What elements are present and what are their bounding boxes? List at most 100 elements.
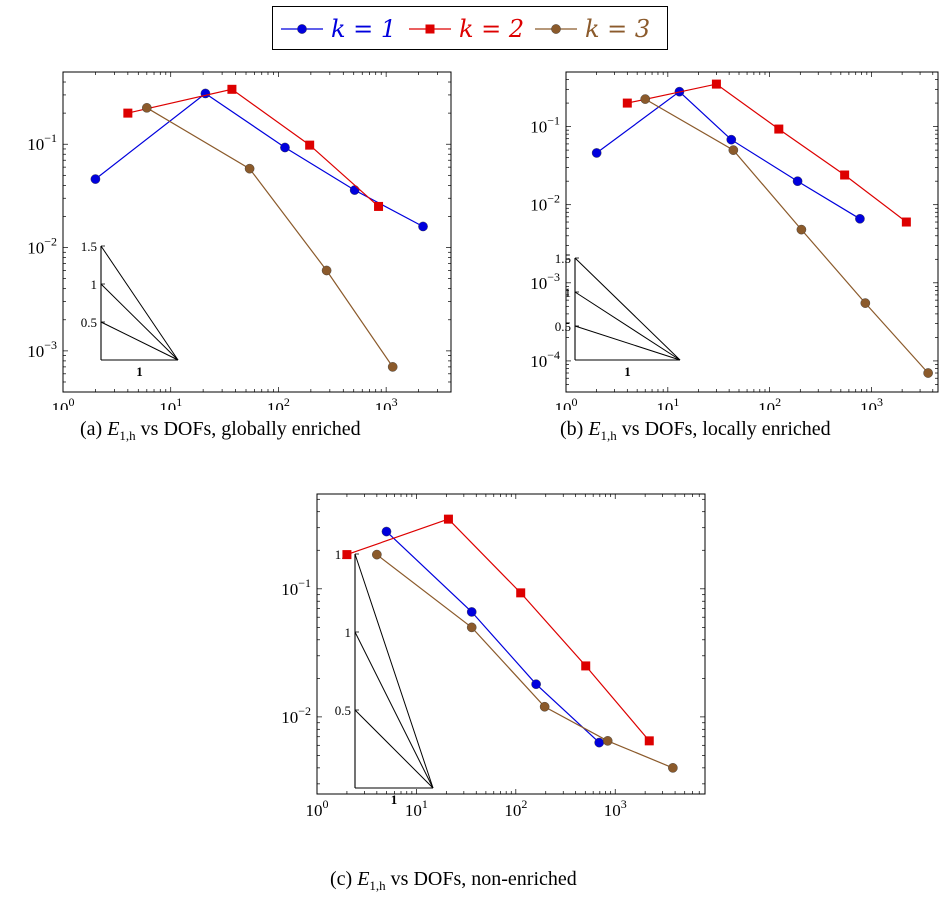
series-1 xyxy=(381,526,605,748)
slope-tick-label: 1.5 xyxy=(81,239,97,254)
data-point xyxy=(305,140,315,150)
slope-tick-label: 0.5 xyxy=(335,703,351,718)
slope-line xyxy=(354,553,434,789)
data-point xyxy=(622,98,632,108)
data-point xyxy=(728,145,739,155)
legend-marker xyxy=(551,24,561,34)
slope-tick-label: 1 xyxy=(91,277,98,292)
axes-frame xyxy=(316,493,706,795)
x-tick-exp: 3 xyxy=(392,395,398,409)
x-tick-label: 101 xyxy=(159,395,182,410)
y-tick-label: 10−1 xyxy=(27,131,57,154)
data-point xyxy=(774,124,784,134)
data-point xyxy=(531,679,541,689)
y-tick-base: 10 xyxy=(27,135,44,154)
x-tick-base: 10 xyxy=(52,399,69,410)
data-point xyxy=(855,213,865,224)
data-point xyxy=(792,176,803,186)
data-point xyxy=(321,265,332,276)
data-point xyxy=(840,170,850,180)
y-tick-base: 10 xyxy=(530,274,547,293)
x-tick-base: 10 xyxy=(604,801,621,820)
y-tick-base: 10 xyxy=(530,196,547,215)
x-tick-exp: 1 xyxy=(176,395,182,409)
data-point xyxy=(668,763,678,773)
slope-line xyxy=(100,283,179,361)
y-tick-label: 10−3 xyxy=(27,338,57,361)
data-point xyxy=(280,142,290,153)
slope-tick-label: 1 xyxy=(345,625,352,640)
x-tick-exp: 3 xyxy=(877,395,883,409)
y-tick-label: 10−3 xyxy=(530,270,560,293)
series-line xyxy=(644,98,929,374)
y-tick-exp: −2 xyxy=(298,704,311,718)
y-tick-base: 10 xyxy=(27,239,44,258)
caption-c: (c) E1,h vs DOFs, non-enriched xyxy=(330,868,577,893)
x-tick-base: 10 xyxy=(656,399,673,410)
data-point xyxy=(387,362,398,372)
data-point xyxy=(466,622,477,633)
x-tick-label: 103 xyxy=(860,395,883,410)
data-point xyxy=(372,549,382,560)
data-point xyxy=(443,514,453,524)
x-tick-exp: 0 xyxy=(572,395,578,409)
series-line xyxy=(127,88,379,207)
data-point xyxy=(381,526,392,537)
x-tick-label: 103 xyxy=(604,797,627,820)
y-tick-label: 10−2 xyxy=(27,235,57,258)
slope-line xyxy=(354,631,434,789)
series-3 xyxy=(640,94,933,378)
x-tick-base: 10 xyxy=(306,801,323,820)
legend-entry-3: k = 3 xyxy=(535,15,650,43)
y-tick-label: 10−2 xyxy=(281,704,311,727)
series-1 xyxy=(90,88,428,232)
x-tick-label: 103 xyxy=(375,395,398,410)
data-point xyxy=(418,221,428,232)
x-tick-base: 10 xyxy=(267,399,284,410)
x-tick-base: 10 xyxy=(555,399,572,410)
slope-triangle: 0.5 1 1.5 1 xyxy=(81,239,179,379)
y-tick-base: 10 xyxy=(27,342,44,361)
data-point xyxy=(602,736,613,746)
series-line xyxy=(146,107,394,368)
x-tick-label: 101 xyxy=(405,797,428,820)
x-tick-exp: 3 xyxy=(621,797,627,811)
panel-b: 100 101 102 103 10−4 10−3 10−2 10−1 0.5 1 1.5 1 xyxy=(490,60,945,418)
data-point xyxy=(860,298,871,308)
data-point xyxy=(516,588,526,598)
legend: k = 1 k = 2 k = 3 xyxy=(272,6,668,50)
data-point xyxy=(244,163,255,174)
x-tick-base: 10 xyxy=(860,399,877,410)
slope-tick-label: 0.5 xyxy=(81,315,97,330)
data-point xyxy=(539,701,550,712)
slope-base-label: 1 xyxy=(136,364,143,379)
y-tick-exp: −1 xyxy=(44,131,57,145)
axes-frame xyxy=(62,71,452,393)
legend-entry-1: k = 1 xyxy=(281,15,396,43)
data-point xyxy=(342,550,352,560)
series-1 xyxy=(591,86,865,224)
y-tick-label: 10−4 xyxy=(530,348,560,371)
slope-base-label: 1 xyxy=(391,792,398,807)
x-tick-exp: 0 xyxy=(323,797,329,811)
legend-svg: k = 1 k = 2 k = 3 xyxy=(281,15,650,43)
slope-tick-label: 1 xyxy=(565,285,572,300)
y-tick-exp: −1 xyxy=(547,114,560,128)
data-point xyxy=(466,607,477,617)
series-2 xyxy=(342,514,654,746)
x-tick-exp: 0 xyxy=(69,395,75,409)
series-line xyxy=(386,531,600,744)
axes-frame xyxy=(565,71,939,393)
data-point xyxy=(591,148,602,158)
y-tick-exp: −4 xyxy=(547,348,560,362)
data-point xyxy=(594,737,605,748)
series-2 xyxy=(622,79,911,227)
data-point xyxy=(726,134,737,145)
y-tick-label: 10−1 xyxy=(530,114,560,137)
axis-ticks xyxy=(62,71,452,393)
y-tick-exp: −2 xyxy=(44,235,57,249)
x-tick-base: 10 xyxy=(375,399,392,410)
